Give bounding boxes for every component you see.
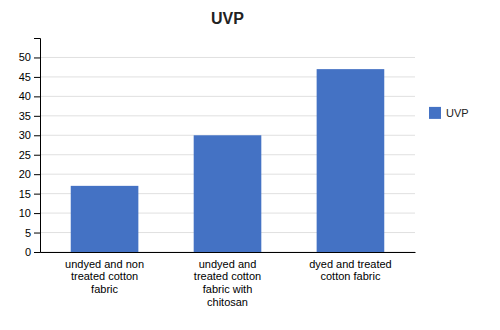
y-tick: 50 xyxy=(19,51,40,63)
y-tick: 0 xyxy=(25,246,40,258)
x-tick-label-line: chitosan xyxy=(207,296,248,308)
x-tick-label-line: treated cotton xyxy=(194,270,261,282)
y-tick-mark xyxy=(34,96,40,97)
y-tick: 25 xyxy=(19,149,40,161)
y-tick: 15 xyxy=(19,188,40,200)
y-tick-mark xyxy=(34,174,40,175)
y-tick: 40 xyxy=(19,90,40,102)
y-tick-label: 50 xyxy=(19,51,31,63)
y-tick-mark xyxy=(34,233,40,234)
y-tick-mark xyxy=(34,135,40,136)
legend-label: UVP xyxy=(446,107,469,119)
y-tick-mark xyxy=(34,116,40,117)
bar xyxy=(194,135,262,252)
y-tick-label: 15 xyxy=(19,188,31,200)
x-tick-label-line: fabric xyxy=(91,283,118,295)
x-axis-line xyxy=(41,252,416,253)
grid-line xyxy=(40,57,415,58)
y-tick: 35 xyxy=(19,110,40,122)
legend-item: UVP xyxy=(429,107,469,119)
x-tick-label: dyed and treatedcotton fabric xyxy=(309,258,392,283)
legend-swatch xyxy=(429,107,441,119)
x-tick: undyed and nontreated cottonfabric xyxy=(65,258,144,295)
y-axis-line xyxy=(34,39,41,253)
y-tick-label: 40 xyxy=(19,90,31,102)
x-tick-label-line: treated cotton xyxy=(71,270,138,282)
y-tick-mark xyxy=(34,77,40,78)
y-tick-label: 30 xyxy=(19,129,31,141)
y-tick-label: 25 xyxy=(19,149,31,161)
y-tick-label: 20 xyxy=(19,168,31,180)
y-tick-label: 5 xyxy=(25,227,31,239)
title: UVP xyxy=(211,10,244,27)
y-tick: 30 xyxy=(19,129,40,141)
y-tick-mark xyxy=(34,213,40,214)
y-tick: 5 xyxy=(25,227,40,239)
plot: 05101520253035404550undyed and nontreate… xyxy=(19,39,416,308)
bars xyxy=(71,69,385,252)
x-tick-label-line: fabric with xyxy=(203,283,253,295)
x-tick-label-line: undyed and non xyxy=(65,258,144,270)
grid xyxy=(40,57,415,252)
y-tick-mark xyxy=(34,155,40,156)
y-tick: 10 xyxy=(19,207,40,219)
x-tick-label-line: undyed and xyxy=(199,258,257,270)
y-axis: 0 5 10 15 20 25 30 35 40 45 50 xyxy=(19,39,41,259)
x-tick-label: undyed and nontreated cottonfabric xyxy=(65,258,144,295)
x-axis: undyed and nontreated cottonfabricundyed… xyxy=(41,253,416,308)
y-tick-label: 0 xyxy=(25,246,31,258)
x-tick-label-line: dyed and treated xyxy=(309,258,392,270)
bar xyxy=(71,186,139,252)
y-tick-label: 45 xyxy=(19,71,31,83)
chart: 05101520253035404550undyed and nontreate… xyxy=(0,0,500,330)
bar xyxy=(317,69,385,252)
y-tick-mark xyxy=(34,194,40,195)
x-tick-label-line: cotton fabric xyxy=(320,270,380,282)
y-tick-mark xyxy=(34,252,40,253)
x-tick: dyed and treatedcotton fabric xyxy=(309,258,392,283)
y-tick-mark xyxy=(34,57,40,58)
y-tick-label: 35 xyxy=(19,110,31,122)
x-tick-label: undyed andtreated cottonfabric withchito… xyxy=(194,258,261,308)
y-tick-label: 10 xyxy=(19,207,31,219)
legend: UVP xyxy=(429,107,469,119)
x-tick: undyed andtreated cottonfabric withchito… xyxy=(194,258,261,308)
y-tick: 45 xyxy=(19,71,40,83)
y-tick: 20 xyxy=(19,168,40,180)
